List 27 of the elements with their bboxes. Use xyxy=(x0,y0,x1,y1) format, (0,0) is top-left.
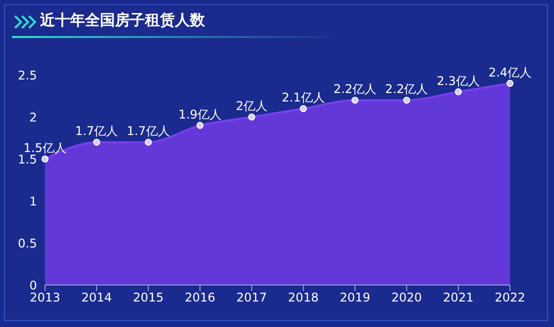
x-tick-label: 2016 xyxy=(184,290,216,305)
x-tick-label: 2019 xyxy=(340,290,370,305)
chart-title: 近十年全国房子租赁人数 xyxy=(40,11,205,30)
y-tick-label: 1.5 xyxy=(18,152,37,166)
data-label: 1.9亿人 xyxy=(178,107,222,122)
y-tick-label: 2 xyxy=(29,110,37,124)
data-label: 1.7亿人 xyxy=(75,124,118,138)
x-tick-label: 2013 xyxy=(30,290,60,305)
y-tick-label: 0 xyxy=(29,278,37,292)
y-tick-label: 1 xyxy=(29,194,37,208)
data-label: 2.1亿人 xyxy=(282,90,325,105)
y-tick-label: 0.5 xyxy=(18,236,37,250)
x-tick-label: 2020 xyxy=(391,290,422,305)
x-tick-label: 2017 xyxy=(236,290,267,305)
data-label: 1.7亿人 xyxy=(126,124,170,138)
x-tick-label: 2021 xyxy=(443,290,474,305)
data-label: 2.2亿人 xyxy=(333,82,377,96)
x-tick-label: 2022 xyxy=(494,290,526,305)
x-tick-label: 2015 xyxy=(133,290,164,305)
x-tick-label: 2018 xyxy=(288,290,319,305)
data-label: 2.4亿人 xyxy=(488,65,532,80)
data-label: 2亿人 xyxy=(236,99,268,113)
y-tick-label: 2.5 xyxy=(18,68,37,82)
data-label: 2.2亿人 xyxy=(385,82,428,96)
data-label: 2.3亿人 xyxy=(436,74,480,88)
data-label: 1.5亿人 xyxy=(23,141,67,155)
x-tick-label: 2014 xyxy=(81,290,112,305)
